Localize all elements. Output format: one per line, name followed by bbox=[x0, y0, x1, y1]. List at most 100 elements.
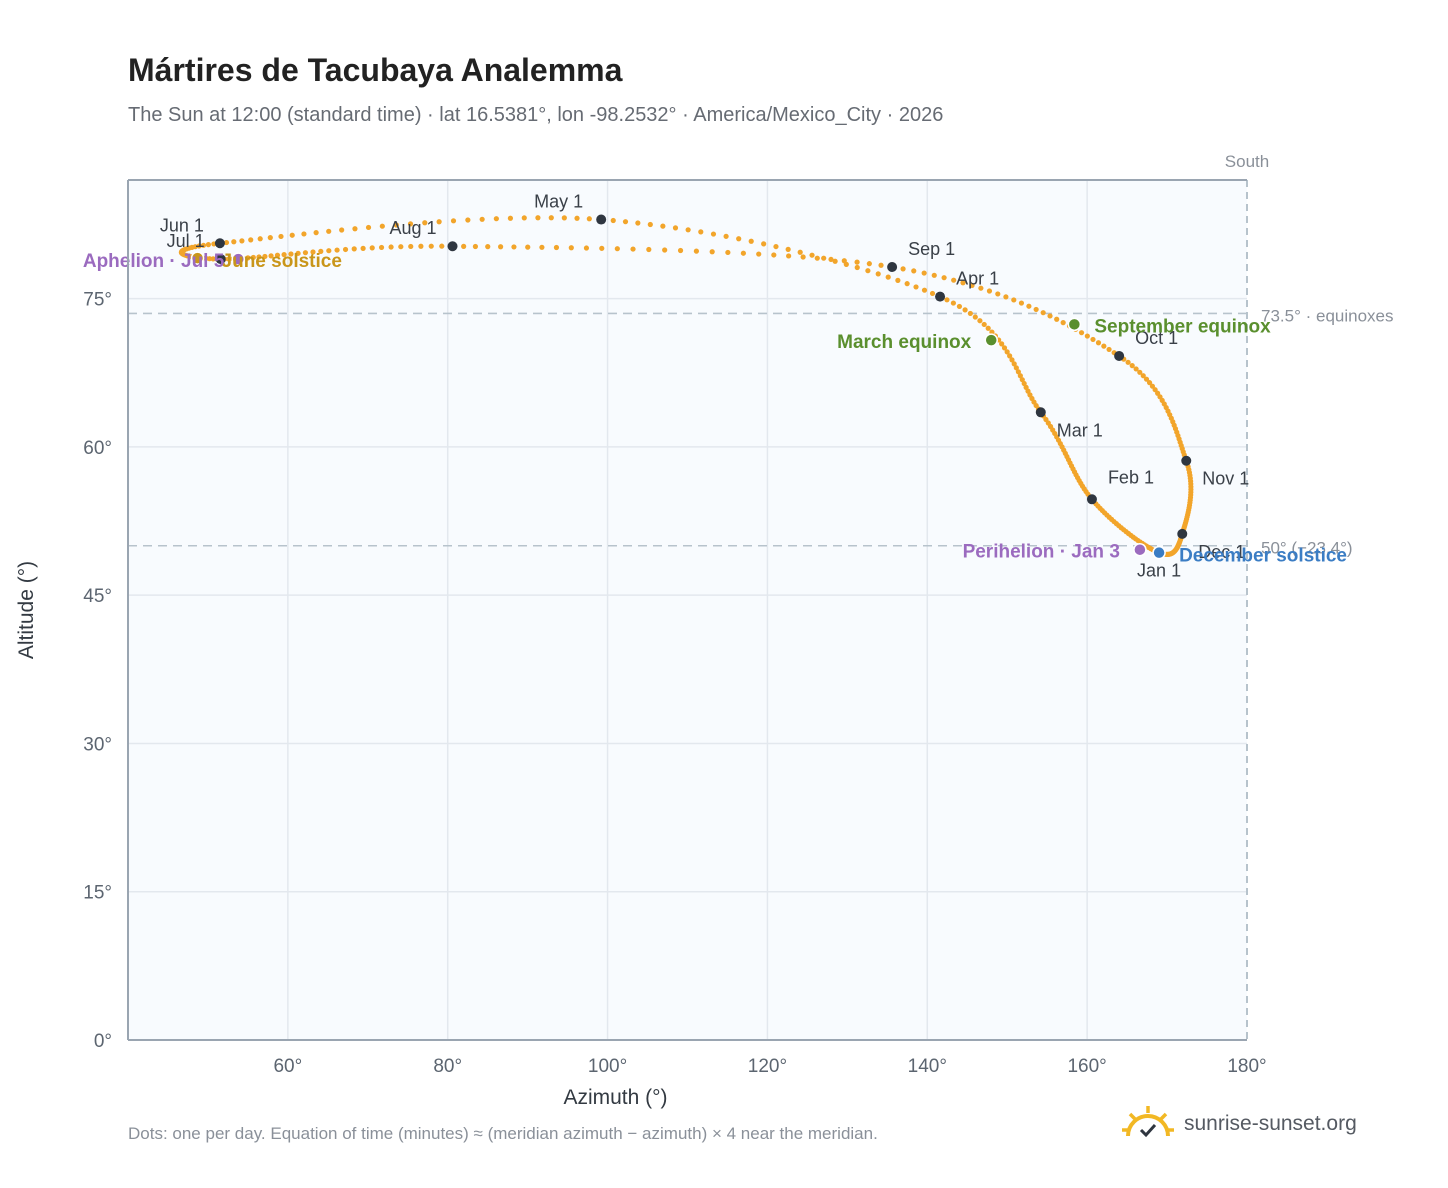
daily-sun-dot bbox=[256, 254, 262, 260]
solstice_june-marker bbox=[190, 251, 205, 265]
month-label: Sep 1 bbox=[908, 239, 955, 259]
reference-line-label: 50° (−23.4°) bbox=[1261, 539, 1353, 558]
daily-sun-dot bbox=[548, 215, 554, 221]
daily-sun-dot bbox=[786, 253, 792, 259]
daily-sun-dot bbox=[1129, 363, 1135, 369]
month-marker bbox=[1181, 455, 1192, 466]
daily-sun-dot bbox=[647, 221, 653, 228]
month-label: Jul 1 bbox=[167, 231, 205, 251]
y-tick-label: 15° bbox=[83, 883, 112, 904]
solstice_december-marker bbox=[1152, 545, 1166, 560]
daily-sun-dot bbox=[809, 252, 815, 258]
daily-sun-dot bbox=[773, 243, 779, 250]
event-label: December solstice bbox=[1179, 546, 1347, 567]
daily-sun-dot bbox=[574, 215, 580, 221]
month-label: May 1 bbox=[534, 192, 583, 212]
daily-sun-dot bbox=[723, 233, 729, 239]
daily-sun-dot bbox=[967, 310, 973, 317]
daily-sun-dot bbox=[985, 325, 991, 331]
daily-sun-dot bbox=[1040, 310, 1046, 316]
daily-sun-dot bbox=[756, 251, 762, 257]
daily-sun-dot bbox=[365, 224, 372, 231]
daily-sun-dot bbox=[352, 226, 358, 232]
daily-sun-dot bbox=[586, 216, 592, 222]
daily-sun-dot bbox=[479, 216, 485, 222]
daily-sun-dot bbox=[969, 282, 975, 289]
daily-sun-dot bbox=[318, 248, 324, 254]
daily-sun-dot bbox=[267, 235, 273, 241]
daily-sun-dot bbox=[736, 236, 742, 242]
daily-sun-dot bbox=[614, 246, 620, 252]
daily-sun-dot bbox=[875, 271, 881, 277]
daily-sun-dot bbox=[972, 314, 978, 320]
daily-sun-dot bbox=[262, 253, 268, 260]
daily-sun-dot bbox=[1018, 300, 1025, 306]
x-tick-label: 140° bbox=[908, 1056, 947, 1077]
daily-sun-dot bbox=[1143, 376, 1150, 382]
daily-sun-dot bbox=[436, 219, 442, 225]
daily-sun-dot bbox=[310, 249, 316, 255]
daily-sun-dot bbox=[525, 244, 531, 250]
month-marker bbox=[1035, 407, 1046, 418]
daily-sun-dot bbox=[622, 219, 629, 225]
daily-sun-dot bbox=[289, 232, 295, 238]
month-label: Jun 1 bbox=[160, 215, 204, 235]
daily-sun-dot bbox=[461, 243, 467, 249]
daily-sun-dot bbox=[904, 281, 910, 287]
footnote: Dots: one per day. Equation of time (min… bbox=[128, 1124, 878, 1143]
daily-sun-dot bbox=[369, 245, 375, 251]
daily-sun-dot bbox=[900, 266, 906, 272]
daily-sun-dot bbox=[507, 215, 514, 221]
daily-sun-dot bbox=[913, 284, 919, 290]
x-tick-label: 180° bbox=[1227, 1056, 1266, 1077]
event-label: March equinox bbox=[837, 332, 972, 353]
month-marker bbox=[447, 241, 458, 252]
daily-sun-dot bbox=[288, 251, 294, 257]
daily-sun-dot bbox=[313, 230, 319, 236]
month-marker bbox=[1177, 528, 1188, 539]
daily-sun-dot bbox=[428, 243, 434, 249]
daily-sun-dot bbox=[999, 341, 1005, 347]
daily-sun-dot bbox=[1013, 365, 1019, 371]
daily-sun-dot bbox=[921, 287, 928, 293]
daily-sun-dot bbox=[465, 217, 471, 223]
daily-sun-dot bbox=[493, 216, 499, 222]
daily-sun-dot bbox=[748, 238, 754, 244]
daily-sun-dot bbox=[1149, 383, 1156, 389]
daily-sun-dot bbox=[878, 262, 884, 268]
daily-sun-dot bbox=[200, 242, 207, 248]
daily-sun-dot bbox=[921, 270, 927, 276]
daily-sun-dot bbox=[1047, 313, 1053, 319]
daily-sun-dot bbox=[977, 318, 983, 324]
daily-sun-dot bbox=[334, 247, 340, 253]
month-label: Dec 1 bbox=[1198, 542, 1245, 562]
month-marker bbox=[1086, 494, 1097, 505]
daily-sun-dot bbox=[962, 307, 968, 313]
daily-sun-dot bbox=[360, 245, 366, 251]
daily-sun-dot bbox=[1003, 294, 1009, 300]
daily-sun-dot bbox=[800, 254, 806, 260]
equinox-marker bbox=[984, 333, 998, 347]
chart-subtitle: The Sun at 12:00 (standard time) · lat 1… bbox=[128, 104, 944, 126]
daily-sun-dot bbox=[205, 242, 211, 248]
daily-sun-dot bbox=[268, 253, 274, 259]
daily-sun-dot bbox=[941, 275, 947, 281]
daily-sun-dot bbox=[854, 259, 860, 265]
brand[interactable]: sunrise-sunset.org bbox=[1120, 1102, 1357, 1146]
daily-sun-dot bbox=[326, 228, 332, 234]
month-marker bbox=[215, 254, 226, 265]
daily-sun-dot bbox=[450, 218, 457, 224]
daily-sun-dot bbox=[1090, 336, 1096, 343]
y-axis-title: Altitude (°) bbox=[15, 561, 38, 659]
daily-sun-dot bbox=[950, 300, 956, 306]
daily-sun-dot bbox=[1026, 303, 1032, 309]
month-label: Nov 1 bbox=[1202, 469, 1249, 489]
daily-sun-dot bbox=[929, 290, 936, 297]
daily-sun-dot bbox=[931, 272, 937, 278]
daily-sun-dot bbox=[1011, 297, 1017, 303]
daily-sun-dot bbox=[895, 277, 901, 283]
daily-sun-dot bbox=[407, 221, 414, 227]
chart-title: Mártires de Tacubaya Analemma bbox=[128, 52, 623, 88]
month-label: Feb 1 bbox=[1108, 467, 1154, 487]
daily-sun-dot bbox=[1137, 369, 1143, 375]
